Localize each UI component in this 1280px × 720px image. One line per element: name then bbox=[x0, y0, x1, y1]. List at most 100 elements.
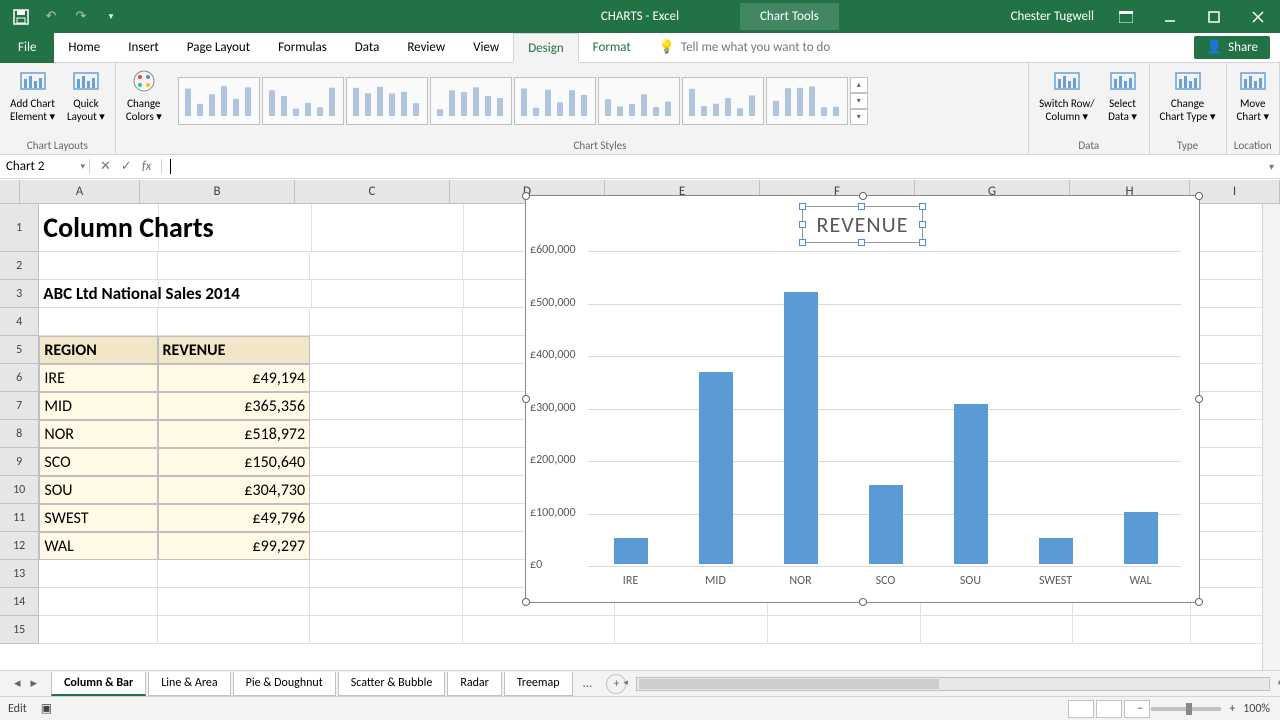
row-header-3[interactable]: 3 bbox=[0, 280, 39, 308]
cell-C1[interactable] bbox=[312, 204, 464, 252]
chart-handle[interactable] bbox=[1195, 598, 1203, 606]
sheet-more[interactable]: ... bbox=[575, 676, 601, 691]
cell-B4[interactable] bbox=[158, 308, 311, 336]
cell-C14[interactable] bbox=[310, 588, 463, 616]
cell-C8[interactable] bbox=[310, 420, 463, 448]
zoom-controls[interactable]: − + 100% bbox=[1137, 702, 1270, 716]
sheet-tab-treemap[interactable]: Treemap bbox=[504, 672, 573, 696]
chart-style-4[interactable] bbox=[430, 77, 512, 125]
cell-A2[interactable] bbox=[39, 252, 157, 280]
tab-formulas[interactable]: Formulas bbox=[264, 33, 341, 63]
chart-style-8[interactable] bbox=[766, 77, 848, 125]
sheet-nav[interactable]: ◂▸ bbox=[0, 676, 51, 691]
cell-A9[interactable]: SCO bbox=[39, 448, 157, 476]
bar-SWEST[interactable] bbox=[1039, 538, 1073, 564]
cell-A12[interactable]: WAL bbox=[39, 532, 157, 560]
ribbon-select[interactable]: SelectData ▾ bbox=[1101, 65, 1145, 137]
cell-C12[interactable] bbox=[310, 532, 463, 560]
row-header-12[interactable]: 12 bbox=[0, 532, 39, 560]
row-header-7[interactable]: 7 bbox=[0, 392, 39, 420]
bar-MID[interactable] bbox=[699, 372, 733, 564]
tab-home[interactable]: Home bbox=[54, 33, 114, 63]
cell-B15[interactable] bbox=[158, 616, 311, 644]
chart-style-1[interactable] bbox=[178, 77, 260, 125]
ribbon-move[interactable]: MoveChart ▾ bbox=[1231, 65, 1275, 137]
cell-C13[interactable] bbox=[310, 560, 463, 588]
row-header-15[interactable]: 15 bbox=[0, 616, 39, 644]
chart-handle[interactable] bbox=[859, 598, 867, 606]
row-header-9[interactable]: 9 bbox=[0, 448, 39, 476]
chart-style-5[interactable] bbox=[514, 77, 596, 125]
zoom-out-icon[interactable]: − bbox=[1137, 702, 1143, 716]
row-header-13[interactable]: 13 bbox=[0, 560, 39, 588]
cell-E15[interactable] bbox=[615, 616, 768, 644]
zoom-slider[interactable] bbox=[1151, 707, 1221, 711]
ribbon-display-icon[interactable] bbox=[1104, 0, 1148, 33]
row-header-2[interactable]: 2 bbox=[0, 252, 39, 280]
col-header-C[interactable]: C bbox=[295, 180, 450, 203]
sheet-tab-radar[interactable]: Radar bbox=[447, 672, 502, 696]
cell-A5[interactable]: REGION bbox=[39, 336, 157, 364]
cell-H15[interactable] bbox=[1073, 616, 1191, 644]
confirm-icon[interactable]: ✓ bbox=[121, 159, 132, 174]
cell-F15[interactable] bbox=[768, 616, 921, 644]
gallery-scroll[interactable]: ▴▾▾ bbox=[850, 77, 868, 125]
fx-icon[interactable]: fx bbox=[142, 159, 152, 174]
normal-view-icon[interactable] bbox=[1068, 700, 1094, 718]
chart-style-7[interactable] bbox=[682, 77, 764, 125]
bar-SOU[interactable] bbox=[954, 404, 988, 564]
chart-handle[interactable] bbox=[522, 192, 530, 200]
select-all-corner[interactable] bbox=[0, 180, 20, 203]
cell-B2[interactable] bbox=[158, 252, 311, 280]
chart-style-6[interactable] bbox=[598, 77, 680, 125]
zoom-in-icon[interactable]: + bbox=[1229, 702, 1235, 716]
expand-fx-icon[interactable]: ▾ bbox=[1263, 160, 1280, 173]
cell-B11[interactable]: £49,796 bbox=[158, 504, 311, 532]
sheet-tab-scatter-bubble[interactable]: Scatter & Bubble bbox=[338, 672, 446, 696]
chart-handle[interactable] bbox=[522, 598, 530, 606]
cell-A6[interactable]: IRE bbox=[39, 364, 157, 392]
cell-B7[interactable]: £365,356 bbox=[158, 392, 311, 420]
cell-C7[interactable] bbox=[310, 392, 463, 420]
cell-C5[interactable] bbox=[310, 336, 463, 364]
cell-A15[interactable] bbox=[39, 616, 157, 644]
formula-input[interactable] bbox=[162, 155, 1263, 178]
chart-styles-gallery[interactable]: ▴▾▾ bbox=[176, 65, 870, 137]
chart-handle[interactable] bbox=[1195, 192, 1203, 200]
bar-NOR[interactable] bbox=[784, 292, 818, 564]
cell-C15[interactable] bbox=[310, 616, 463, 644]
col-header-I[interactable]: I bbox=[1190, 180, 1280, 203]
tab-review[interactable]: Review bbox=[393, 33, 459, 63]
bar-WAL[interactable] bbox=[1124, 512, 1158, 564]
cell-C4[interactable] bbox=[310, 308, 463, 336]
cell-A13[interactable] bbox=[39, 560, 157, 588]
row-header-8[interactable]: 8 bbox=[0, 420, 39, 448]
row-header-6[interactable]: 6 bbox=[0, 364, 39, 392]
row-header-1[interactable]: 1 bbox=[0, 204, 39, 252]
cancel-icon[interactable]: ✕ bbox=[100, 159, 111, 174]
bar-IRE[interactable] bbox=[614, 538, 648, 564]
tab-design[interactable]: Design bbox=[513, 33, 578, 63]
plot-area[interactable]: £0£100,000£200,000£300,000£400,000£500,0… bbox=[588, 251, 1181, 564]
tab-page-layout[interactable]: Page Layout bbox=[173, 33, 264, 63]
row-header-5[interactable]: 5 bbox=[0, 336, 39, 364]
sheet-tab-line-area[interactable]: Line & Area bbox=[148, 672, 230, 696]
chart-handle[interactable] bbox=[1195, 395, 1203, 403]
row-header-10[interactable]: 10 bbox=[0, 476, 39, 504]
cell-G15[interactable] bbox=[921, 616, 1074, 644]
sheet-tab-pie-doughnut[interactable]: Pie & Doughnut bbox=[233, 672, 336, 696]
cell-B8[interactable]: £518,972 bbox=[158, 420, 311, 448]
close-icon[interactable] bbox=[1236, 0, 1280, 33]
row-header-11[interactable]: 11 bbox=[0, 504, 39, 532]
row-header-14[interactable]: 14 bbox=[0, 588, 39, 616]
chart-object[interactable]: REVENUE £0£100,000£200,000£300,000£400,0… bbox=[525, 195, 1200, 603]
cell-C10[interactable] bbox=[310, 476, 463, 504]
cell-C9[interactable] bbox=[310, 448, 463, 476]
cell-A4[interactable] bbox=[39, 308, 157, 336]
tell-me[interactable]: 💡 Tell me what you want to do bbox=[659, 40, 831, 55]
sheet-tab-column-bar[interactable]: Column & Bar bbox=[51, 672, 146, 696]
cell-A10[interactable]: SOU bbox=[39, 476, 157, 504]
cell-B5[interactable]: REVENUE bbox=[158, 336, 311, 364]
maximize-icon[interactable] bbox=[1192, 0, 1236, 33]
minimize-icon[interactable] bbox=[1148, 0, 1192, 33]
